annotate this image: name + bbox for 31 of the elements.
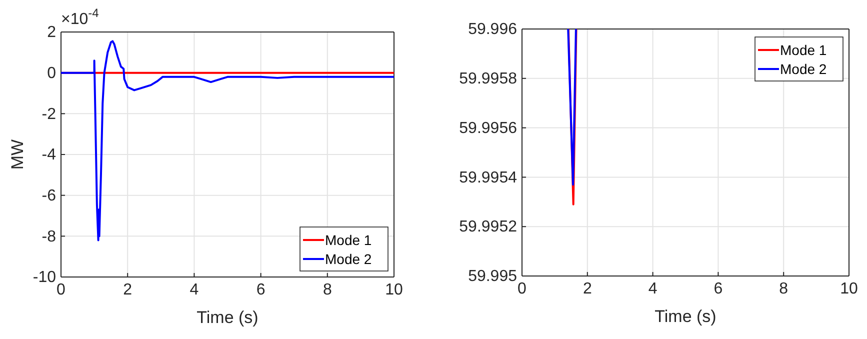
y-tick-label: 59.9952	[459, 218, 518, 236]
x-tick-label: 2	[123, 281, 132, 298]
y-tick-label: 59.9958	[459, 70, 518, 88]
legend-label: Mode 2	[780, 61, 827, 77]
y-tick-label: 59.995	[468, 268, 518, 286]
x-tick-label: 2	[582, 280, 592, 298]
legend-label: Mode 1	[325, 232, 372, 248]
legend-label: Mode 2	[325, 251, 372, 267]
y-tick-label: -4	[42, 146, 56, 164]
y-tick-label: 59.996	[468, 21, 518, 38]
y-tick-label: 2	[47, 24, 56, 42]
x-tick-label: 10	[385, 281, 403, 298]
x-tick-label: 8	[322, 281, 332, 298]
y-tick-label: 0	[47, 64, 56, 82]
text: ×10$^{-4}$	[61, 6, 100, 28]
legend-label: Mode 1	[780, 42, 827, 58]
x-tick-label: 8	[779, 280, 788, 298]
y-tick-label: 59.9956	[459, 120, 518, 137]
x-tick-label: 4	[648, 280, 658, 298]
x-axis-title: Time (s)	[196, 308, 258, 327]
y-tick-label: -10	[32, 269, 56, 286]
x-tick-label: 4	[190, 281, 199, 298]
y-axis-title: MW	[8, 139, 27, 170]
x-axis-title: Time (s)	[654, 307, 716, 326]
x-tick-label: 6	[714, 280, 723, 298]
x-tick-label: 10	[840, 280, 858, 298]
y-tick-label: -8	[42, 228, 56, 246]
y-tick-label: 59.9954	[459, 169, 518, 186]
y-tick-label: -6	[42, 187, 56, 204]
y-tick-label: -2	[42, 106, 56, 123]
x-tick-label: 6	[256, 281, 266, 298]
